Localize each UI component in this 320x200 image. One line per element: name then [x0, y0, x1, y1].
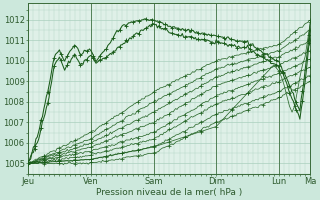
X-axis label: Pression niveau de la mer( hPa ): Pression niveau de la mer( hPa ): [96, 188, 242, 197]
